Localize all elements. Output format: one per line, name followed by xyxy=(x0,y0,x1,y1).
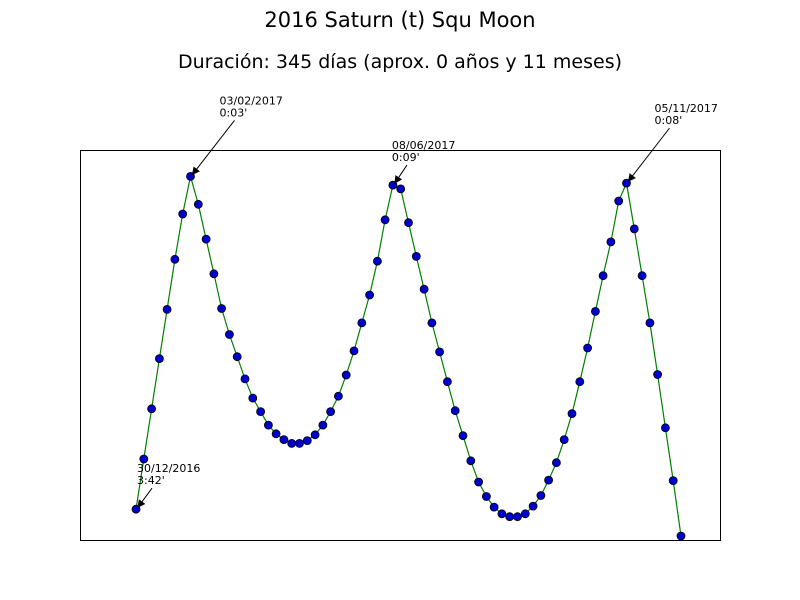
data-point xyxy=(147,404,157,414)
data-point xyxy=(404,218,413,228)
data-point xyxy=(341,370,351,380)
data-point xyxy=(256,407,266,417)
data-point xyxy=(240,374,250,384)
data-point xyxy=(458,431,468,441)
data-point xyxy=(333,391,343,401)
annotation-date: 05/11/2017 xyxy=(655,102,718,115)
data-point xyxy=(349,346,359,356)
data-point xyxy=(567,409,577,419)
data-point xyxy=(489,502,499,512)
data-point xyxy=(676,531,686,541)
data-point xyxy=(170,254,180,264)
data-point xyxy=(583,343,592,353)
annotation-arrow xyxy=(394,164,408,184)
data-point xyxy=(263,420,273,430)
data-point xyxy=(598,271,608,281)
data-point xyxy=(224,330,234,339)
data-point xyxy=(544,475,553,485)
data-point xyxy=(419,284,429,294)
data-point xyxy=(513,512,522,522)
data-point xyxy=(287,438,297,448)
annotation-arrow xyxy=(137,487,153,508)
data-point xyxy=(653,370,662,379)
data-point xyxy=(536,491,546,500)
data-point xyxy=(178,209,188,219)
annotation-date: 08/06/2017 xyxy=(392,139,455,152)
data-point xyxy=(442,377,452,387)
data-point xyxy=(450,406,460,416)
data-point xyxy=(396,184,406,194)
series-layer xyxy=(131,171,686,541)
data-point xyxy=(614,196,624,206)
data-point xyxy=(606,237,616,247)
data-point xyxy=(411,251,421,261)
data-point xyxy=(528,501,538,511)
data-point xyxy=(380,215,390,225)
data-point xyxy=(248,393,258,403)
annotation-value: 0:08' xyxy=(655,114,683,127)
data-point xyxy=(575,377,585,387)
data-point xyxy=(357,318,367,328)
data-point xyxy=(209,269,219,279)
data-point xyxy=(162,304,172,314)
plot-frame xyxy=(80,150,721,541)
data-point xyxy=(365,290,375,300)
annotation-date: 03/02/2017 xyxy=(220,94,283,107)
annotation-value: 0:09' xyxy=(392,151,420,164)
data-point xyxy=(139,454,149,464)
data-point xyxy=(481,492,491,501)
data-point xyxy=(559,435,569,445)
data-point xyxy=(435,347,445,357)
chart-subtitle: Duración: 345 días (aprox. 0 años y 11 m… xyxy=(177,51,623,73)
data-point xyxy=(520,509,530,519)
annotation-arrow xyxy=(191,120,235,176)
data-point xyxy=(217,304,227,313)
data-point xyxy=(279,435,289,445)
data-point xyxy=(497,509,507,519)
chart-title: 2016 Saturn (t) Squ Moon xyxy=(264,8,536,32)
data-point xyxy=(372,256,382,266)
data-point xyxy=(505,512,515,522)
annotation-arrow xyxy=(627,127,670,182)
data-point xyxy=(326,407,336,417)
data-point xyxy=(318,420,328,430)
data-point xyxy=(661,423,670,433)
data-point xyxy=(629,224,639,234)
data-point xyxy=(310,430,320,440)
data-point xyxy=(295,438,304,448)
data-point xyxy=(271,429,281,439)
annotation-value: 0:03' xyxy=(220,106,248,119)
data-point xyxy=(552,458,561,468)
data-point xyxy=(591,306,600,316)
data-point xyxy=(232,352,242,362)
data-point xyxy=(193,199,203,209)
data-point xyxy=(637,271,647,281)
data-point xyxy=(427,318,437,328)
data-point xyxy=(466,456,476,466)
annotation-date: 30/12/2016 xyxy=(137,462,200,475)
data-point xyxy=(302,436,312,446)
data-point xyxy=(668,476,678,486)
data-point xyxy=(645,318,655,328)
data-point xyxy=(201,234,211,244)
annotation-value: 3:42' xyxy=(137,474,165,487)
data-point xyxy=(154,354,164,364)
data-point xyxy=(474,477,484,487)
